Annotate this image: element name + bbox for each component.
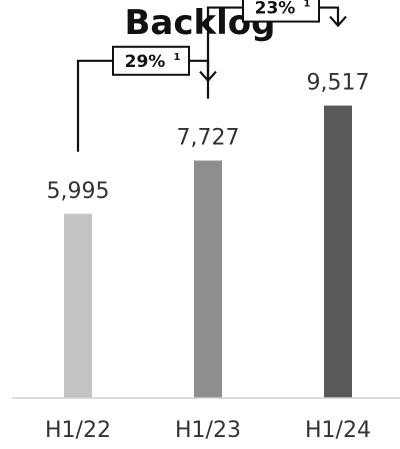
bar-group: 5,995 7,727 9,517 [47, 71, 370, 398]
x-tick-label: H1/23 [175, 418, 241, 443]
growth-arrow: 29% 1 [76, 45, 217, 152]
value-label: 7,727 [177, 126, 240, 151]
footnote-marker: 1 [304, 0, 311, 10]
value-label: 9,517 [307, 71, 370, 96]
growth-arrow: 23% 1 [206, 0, 347, 99]
x-tick-label: H1/22 [45, 418, 111, 443]
bar-h1-22 [64, 213, 92, 398]
arrow-head-icon [329, 15, 347, 28]
bar-h1-24 [324, 105, 352, 398]
bar-h1-23 [194, 160, 222, 398]
x-tick-label: H1/24 [305, 418, 371, 443]
value-label: 5,995 [47, 179, 110, 204]
growth-box [242, 0, 320, 23]
growth-box [112, 45, 190, 76]
growth-label: 23% [255, 0, 296, 19]
growth-annotations: 29% 1 23% 1 [76, 0, 347, 152]
growth-label: 29% [125, 52, 166, 72]
footnote-marker: 1 [174, 52, 181, 63]
x-tick-labels: H1/22 H1/23 H1/24 [45, 418, 371, 443]
